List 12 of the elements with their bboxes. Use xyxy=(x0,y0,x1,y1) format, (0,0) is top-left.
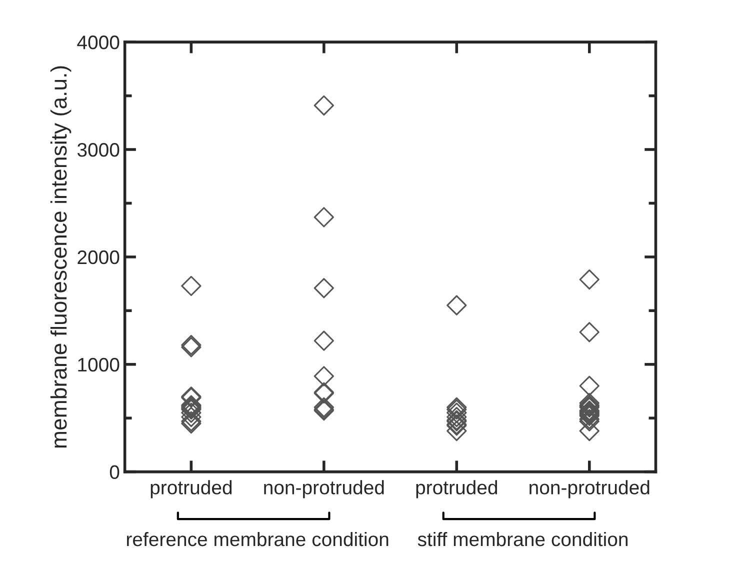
y-tick-label: 2000 xyxy=(78,250,120,264)
x-tick-label: non-protruded xyxy=(264,480,384,498)
text: reference membrane condition xyxy=(127,532,388,546)
y-tick-label: 4000 xyxy=(77,36,120,50)
y-tick-label: 1000 xyxy=(78,358,120,372)
x-tick-label: protruded xyxy=(416,480,498,498)
y-tick-label: 0 xyxy=(110,465,120,480)
x-tick-label: non-protruded xyxy=(530,480,650,498)
x-tick-label: protruded xyxy=(150,480,232,498)
text: stiff membrane condition xyxy=(418,532,628,546)
y-tick-label: 3000 xyxy=(77,142,120,157)
y-axis-title: membrane fluorescence intensity (a.u.) xyxy=(50,66,72,448)
